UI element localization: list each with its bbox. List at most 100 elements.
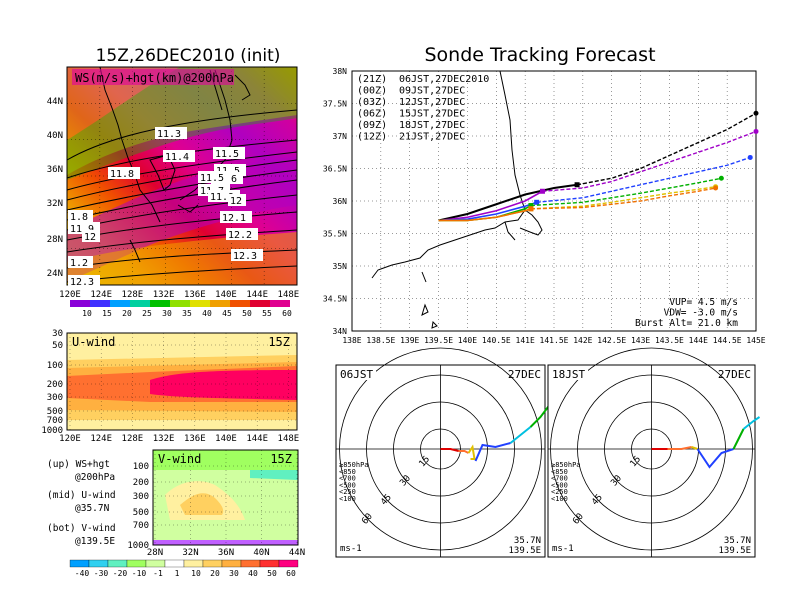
ws-colorbar-cell bbox=[190, 300, 210, 307]
track-x-tick: 143.5E bbox=[655, 336, 684, 345]
hgt-label: 11.8 bbox=[110, 169, 134, 180]
map-label: WS(m/s)+hgt(km)@200hPa bbox=[75, 71, 234, 85]
track-legend-time: 12JST,27DEC bbox=[399, 97, 465, 108]
track-float-line bbox=[530, 177, 722, 207]
hgt-label: 12 bbox=[230, 196, 242, 207]
track-legend-code: (00Z) bbox=[357, 86, 387, 97]
track-x-tick: 142.5E bbox=[597, 336, 626, 345]
hgt-label-bg bbox=[228, 194, 246, 206]
hodograph-unit: ms-1 bbox=[340, 544, 362, 554]
hodograph-lon: 139.5E bbox=[718, 546, 751, 556]
ws-colorbar-cell bbox=[70, 300, 90, 307]
map-lat-tick: 40N bbox=[47, 131, 63, 141]
hodograph-time-bg bbox=[550, 367, 588, 380]
map-lon-tick: 132E bbox=[153, 290, 175, 300]
track-landing-marker bbox=[747, 154, 753, 160]
vwind-colorbar-cell bbox=[221, 559, 242, 568]
hodograph-level: <850 bbox=[551, 468, 568, 476]
track-param: Burst Alt= 21.0 km bbox=[635, 318, 738, 329]
uwind-lon-tick: 140E bbox=[215, 434, 237, 444]
track-x-tick: 143E bbox=[631, 336, 650, 345]
track-y-tick: 34.5N bbox=[323, 295, 347, 304]
track-legend-code: (09Z) bbox=[357, 120, 387, 131]
hodograph-level: <850 bbox=[339, 468, 356, 476]
hodograph-level: ≥850hPa bbox=[551, 461, 581, 469]
ws-colorbar-cell bbox=[230, 300, 250, 307]
track-legend-code: (21Z) bbox=[357, 74, 387, 85]
vwind-colorbar-label: 60 bbox=[286, 569, 296, 578]
vwind-colorbar-cell bbox=[88, 559, 109, 568]
hgt-label: 12.1 bbox=[222, 213, 246, 224]
vwind-p-tick: 100 bbox=[133, 462, 149, 472]
ws-colorbar-cell bbox=[170, 300, 190, 307]
vwind-colorbar-cell bbox=[259, 559, 280, 568]
hgt-label: 11.5 bbox=[215, 149, 239, 160]
hodograph-trace bbox=[467, 444, 476, 460]
track-y-tick: 36N bbox=[333, 197, 348, 206]
hodograph-trace bbox=[742, 416, 761, 430]
vwind-p-tick: 700 bbox=[133, 521, 149, 531]
uwind-p-tick: 100 bbox=[47, 361, 63, 371]
uwind-lon-tick: 120E bbox=[59, 434, 81, 444]
hodograph-lon: 139.5E bbox=[508, 546, 541, 556]
vwind-colorbar-cell bbox=[240, 559, 261, 568]
ws-colorbar-cell bbox=[90, 300, 110, 307]
track-float-line bbox=[536, 156, 751, 203]
hodograph-trace bbox=[667, 446, 692, 450]
hgt-label: 1.8 bbox=[70, 212, 88, 223]
hgt-label-bg bbox=[226, 228, 258, 240]
hgt-label-bg bbox=[231, 249, 263, 261]
hodograph-level: <500 bbox=[551, 481, 568, 489]
hodograph-date: 27DEC bbox=[508, 368, 541, 381]
hodograph-trace bbox=[509, 426, 532, 444]
track-ascent-line bbox=[438, 190, 543, 222]
track-x-tick: 141E bbox=[516, 336, 535, 345]
track-legend-code: (12Z) bbox=[357, 132, 387, 143]
vwind-colorbar-cell bbox=[145, 559, 166, 568]
ws-colorbar-label: 15 bbox=[102, 309, 112, 318]
track-legend-time: 18JST,27DEC bbox=[399, 120, 465, 131]
track-legend-time: 15JST,27DEC bbox=[399, 109, 465, 120]
hodograph-time-bg bbox=[338, 367, 376, 380]
ws-colorbar-label: 25 bbox=[142, 309, 152, 318]
hodograph-unit: ms-1 bbox=[552, 544, 574, 554]
track-float-line bbox=[576, 112, 757, 186]
vwind-colorbar: -40 -30 -20 -10 -1 1 10 20 30 40 50 60 bbox=[69, 559, 299, 578]
legend-note: @200hPa bbox=[75, 472, 115, 483]
vwind-colorbar-label: -10 bbox=[132, 569, 147, 578]
hgt-label: 1.2 bbox=[70, 258, 88, 269]
vwind-lat-tick: 36N bbox=[218, 548, 234, 558]
map-lon-tick: 140E bbox=[215, 290, 237, 300]
hodograph-level: <100 bbox=[551, 495, 568, 503]
vwind-colorbar-label: -30 bbox=[94, 569, 109, 578]
vwind-colorbar-label: 50 bbox=[267, 569, 277, 578]
track-float-line bbox=[530, 187, 716, 210]
vwind-colorbar-cell bbox=[183, 559, 204, 568]
track-x-tick: 138.5E bbox=[366, 336, 395, 345]
track-burst-marker bbox=[528, 203, 534, 209]
ws-colorbar-label: 55 bbox=[262, 309, 272, 318]
hodograph-level: <700 bbox=[551, 475, 568, 483]
hgt-label: 11.9 bbox=[70, 224, 94, 235]
map-lon-tick: 136E bbox=[184, 290, 206, 300]
track-grid bbox=[351, 70, 757, 332]
hgt-label: 11.3 bbox=[157, 129, 181, 140]
ws-colorbar-label: 20 bbox=[122, 309, 132, 318]
vwind-lat-tick: 40N bbox=[253, 548, 269, 558]
track-x-tick: 140.5E bbox=[482, 336, 511, 345]
track-x-tick: 144E bbox=[689, 336, 708, 345]
uwind-p-tick: 30 bbox=[52, 329, 63, 339]
uwind-p-tick: 500 bbox=[47, 407, 63, 417]
ws-colorbar-cell bbox=[130, 300, 150, 307]
hgt-label: 12.3 bbox=[70, 277, 94, 288]
track-float-line bbox=[530, 186, 716, 210]
vwind-colorbar-cell bbox=[164, 559, 185, 568]
track-x-tick: 139E bbox=[400, 336, 419, 345]
hgt-label-bg bbox=[213, 147, 245, 159]
hodograph-level: <250 bbox=[551, 488, 568, 496]
vwind-p-tick: 300 bbox=[133, 492, 149, 502]
hodograph-trace bbox=[732, 428, 745, 450]
